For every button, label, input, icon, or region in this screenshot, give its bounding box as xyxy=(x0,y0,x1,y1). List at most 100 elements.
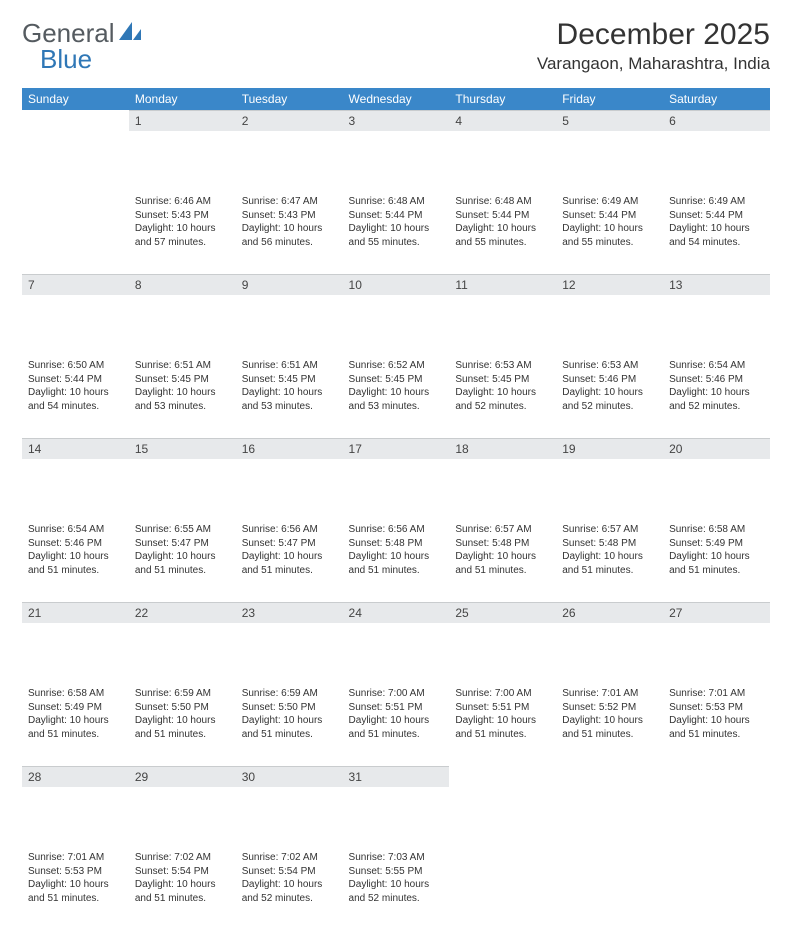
sunset-line: Sunset: 5:50 PM xyxy=(135,701,230,715)
sunrise-line: Sunrise: 6:58 AM xyxy=(669,523,764,537)
daylight-line: Daylight: 10 hours and 51 minutes. xyxy=(562,550,657,577)
sunset-line: Sunset: 5:53 PM xyxy=(28,865,123,879)
day-cell-content: Sunrise: 6:56 AMSunset: 5:47 PMDaylight:… xyxy=(236,520,343,583)
daynum-row: 21222324252627 xyxy=(22,602,770,684)
day-cell-content: Sunrise: 7:02 AMSunset: 5:54 PMDaylight:… xyxy=(129,848,236,911)
daylight-line: Daylight: 10 hours and 56 minutes. xyxy=(242,222,337,249)
sunset-line: Sunset: 5:53 PM xyxy=(669,701,764,715)
sunrise-line: Sunrise: 7:00 AM xyxy=(349,687,444,701)
sunset-line: Sunset: 5:55 PM xyxy=(349,865,444,879)
day-cell: Sunrise: 7:02 AMSunset: 5:54 PMDaylight:… xyxy=(236,848,343,930)
daylight-line: Daylight: 10 hours and 51 minutes. xyxy=(135,550,230,577)
day-number xyxy=(22,110,129,130)
day-cell-content: Sunrise: 6:48 AMSunset: 5:44 PMDaylight:… xyxy=(449,192,556,255)
daylight-line: Daylight: 10 hours and 53 minutes. xyxy=(135,386,230,413)
day-cell-content: Sunrise: 7:01 AMSunset: 5:53 PMDaylight:… xyxy=(22,848,129,911)
day-cell: Sunrise: 7:02 AMSunset: 5:54 PMDaylight:… xyxy=(129,848,236,930)
day-cell-content: Sunrise: 6:51 AMSunset: 5:45 PMDaylight:… xyxy=(236,356,343,419)
day-number: 20 xyxy=(663,438,770,459)
daylight-line: Daylight: 10 hours and 53 minutes. xyxy=(349,386,444,413)
day-cell-content: Sunrise: 7:00 AMSunset: 5:51 PMDaylight:… xyxy=(343,684,450,747)
sunrise-line: Sunrise: 7:02 AM xyxy=(242,851,337,865)
sunrise-line: Sunrise: 6:53 AM xyxy=(455,359,550,373)
day-cell-content: Sunrise: 6:58 AMSunset: 5:49 PMDaylight:… xyxy=(663,520,770,583)
title-block: December 2025 Varangaon, Maharashtra, In… xyxy=(537,18,770,74)
daylight-line: Daylight: 10 hours and 51 minutes. xyxy=(669,550,764,577)
day-cell-content: Sunrise: 6:57 AMSunset: 5:48 PMDaylight:… xyxy=(449,520,556,583)
daynum-row: 28293031 xyxy=(22,766,770,848)
sunrise-line: Sunrise: 7:00 AM xyxy=(455,687,550,701)
sunrise-line: Sunrise: 7:01 AM xyxy=(669,687,764,701)
sunrise-line: Sunrise: 6:59 AM xyxy=(242,687,337,701)
day-cell: Sunrise: 6:48 AMSunset: 5:44 PMDaylight:… xyxy=(449,192,556,274)
day-number: 24 xyxy=(343,602,450,623)
day-cell: Sunrise: 6:59 AMSunset: 5:50 PMDaylight:… xyxy=(129,684,236,766)
daynum-row: 123456 xyxy=(22,110,770,192)
day-cell: Sunrise: 6:51 AMSunset: 5:45 PMDaylight:… xyxy=(129,356,236,438)
day-number: 16 xyxy=(236,438,343,459)
day-cell: Sunrise: 6:46 AMSunset: 5:43 PMDaylight:… xyxy=(129,192,236,274)
sunrise-line: Sunrise: 6:48 AM xyxy=(455,195,550,209)
day-cell-content: Sunrise: 6:47 AMSunset: 5:43 PMDaylight:… xyxy=(236,192,343,255)
day-cell-content: Sunrise: 6:54 AMSunset: 5:46 PMDaylight:… xyxy=(22,520,129,583)
weekday-header-row: SundayMondayTuesdayWednesdayThursdayFrid… xyxy=(22,88,770,110)
logo-sail-icon xyxy=(117,20,143,47)
day-cell xyxy=(556,848,663,930)
day-cell: Sunrise: 7:01 AMSunset: 5:53 PMDaylight:… xyxy=(22,848,129,930)
day-number: 14 xyxy=(22,438,129,459)
day-number: 26 xyxy=(556,602,663,623)
weekday-header: Monday xyxy=(129,88,236,110)
daylight-line: Daylight: 10 hours and 51 minutes. xyxy=(135,714,230,741)
daynum-row: 14151617181920 xyxy=(22,438,770,520)
sunset-line: Sunset: 5:51 PM xyxy=(349,701,444,715)
day-number xyxy=(449,766,556,786)
day-number: 4 xyxy=(449,110,556,131)
day-content-row: Sunrise: 7:01 AMSunset: 5:53 PMDaylight:… xyxy=(22,848,770,930)
day-cell-content: Sunrise: 7:01 AMSunset: 5:53 PMDaylight:… xyxy=(663,684,770,747)
day-cell-content: Sunrise: 6:48 AMSunset: 5:44 PMDaylight:… xyxy=(343,192,450,255)
daylight-line: Daylight: 10 hours and 51 minutes. xyxy=(242,714,337,741)
sunrise-line: Sunrise: 6:57 AM xyxy=(562,523,657,537)
day-number: 29 xyxy=(129,766,236,787)
sunset-line: Sunset: 5:44 PM xyxy=(562,209,657,223)
daylight-line: Daylight: 10 hours and 51 minutes. xyxy=(349,714,444,741)
day-cell-content: Sunrise: 6:58 AMSunset: 5:49 PMDaylight:… xyxy=(22,684,129,747)
day-cell: Sunrise: 7:01 AMSunset: 5:52 PMDaylight:… xyxy=(556,684,663,766)
day-cell-content: Sunrise: 6:52 AMSunset: 5:45 PMDaylight:… xyxy=(343,356,450,419)
logo-text-blue: Blue xyxy=(40,44,92,75)
day-cell-content: Sunrise: 6:53 AMSunset: 5:46 PMDaylight:… xyxy=(556,356,663,419)
day-cell: Sunrise: 7:01 AMSunset: 5:53 PMDaylight:… xyxy=(663,684,770,766)
daylight-line: Daylight: 10 hours and 52 minutes. xyxy=(349,878,444,905)
daylight-line: Daylight: 10 hours and 55 minutes. xyxy=(349,222,444,249)
calendar-body: 123456Sunrise: 6:46 AMSunset: 5:43 PMDay… xyxy=(22,110,770,930)
sunrise-line: Sunrise: 7:01 AM xyxy=(28,851,123,865)
sunrise-line: Sunrise: 6:49 AM xyxy=(669,195,764,209)
daylight-line: Daylight: 10 hours and 51 minutes. xyxy=(28,550,123,577)
day-number: 25 xyxy=(449,602,556,623)
daylight-line: Daylight: 10 hours and 55 minutes. xyxy=(562,222,657,249)
day-cell: Sunrise: 6:53 AMSunset: 5:45 PMDaylight:… xyxy=(449,356,556,438)
sunset-line: Sunset: 5:47 PM xyxy=(242,537,337,551)
sunset-line: Sunset: 5:46 PM xyxy=(669,373,764,387)
day-cell-content: Sunrise: 6:55 AMSunset: 5:47 PMDaylight:… xyxy=(129,520,236,583)
day-cell: Sunrise: 6:58 AMSunset: 5:49 PMDaylight:… xyxy=(663,520,770,602)
sunrise-line: Sunrise: 6:59 AM xyxy=(135,687,230,701)
sunrise-line: Sunrise: 6:51 AM xyxy=(135,359,230,373)
day-cell-content: Sunrise: 6:49 AMSunset: 5:44 PMDaylight:… xyxy=(663,192,770,255)
day-cell: Sunrise: 6:49 AMSunset: 5:44 PMDaylight:… xyxy=(663,192,770,274)
day-cell: Sunrise: 6:51 AMSunset: 5:45 PMDaylight:… xyxy=(236,356,343,438)
day-number: 6 xyxy=(663,110,770,131)
day-content-row: Sunrise: 6:46 AMSunset: 5:43 PMDaylight:… xyxy=(22,192,770,274)
daylight-line: Daylight: 10 hours and 51 minutes. xyxy=(455,550,550,577)
location-text: Varangaon, Maharashtra, India xyxy=(537,54,770,74)
day-number: 1 xyxy=(129,110,236,131)
sunrise-line: Sunrise: 7:02 AM xyxy=(135,851,230,865)
day-number: 8 xyxy=(129,274,236,295)
daylight-line: Daylight: 10 hours and 51 minutes. xyxy=(28,878,123,905)
daylight-line: Daylight: 10 hours and 52 minutes. xyxy=(669,386,764,413)
sunrise-line: Sunrise: 6:50 AM xyxy=(28,359,123,373)
daylight-line: Daylight: 10 hours and 55 minutes. xyxy=(455,222,550,249)
day-number: 19 xyxy=(556,438,663,459)
day-cell-content: Sunrise: 7:01 AMSunset: 5:52 PMDaylight:… xyxy=(556,684,663,747)
daylight-line: Daylight: 10 hours and 51 minutes. xyxy=(669,714,764,741)
